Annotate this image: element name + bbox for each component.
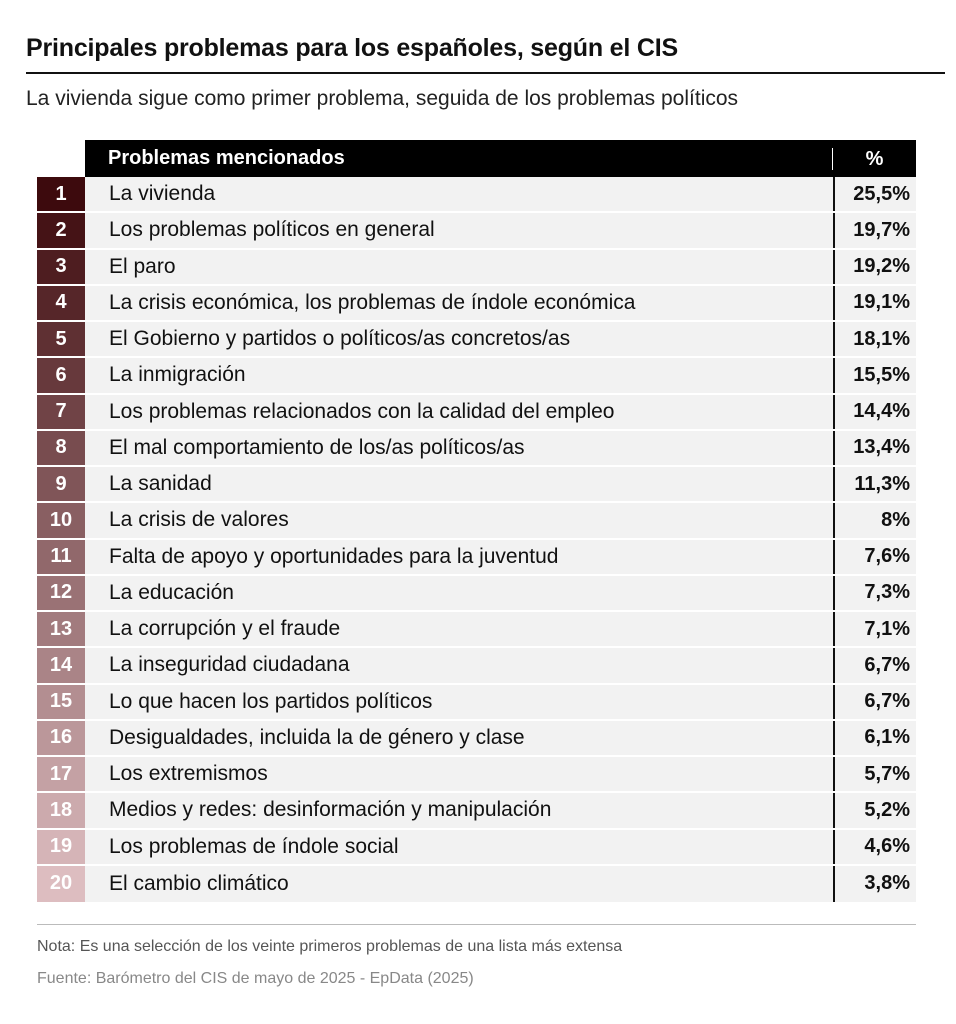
rank-badge: 6 xyxy=(37,358,85,393)
table-row: 11 Falta de apoyo y oportunidades para la… xyxy=(37,539,916,576)
problem-label: El Gobierno y partidos o políticos/as co… xyxy=(85,322,833,357)
problem-percent: 7,3% xyxy=(833,575,916,610)
rank-badge: 13 xyxy=(37,612,85,647)
rank-badge: 14 xyxy=(37,648,85,683)
rank-badge: 4 xyxy=(37,285,85,320)
problem-label: La crisis de valores xyxy=(85,503,833,538)
problem-label: La inmigración xyxy=(85,358,833,393)
problem-percent: 4,6% xyxy=(833,829,916,864)
rank-badge: 15 xyxy=(37,684,85,719)
rank-badge: 1 xyxy=(37,177,85,212)
page-title: Principales problemas para los españoles… xyxy=(26,34,678,62)
source: Fuente: Barómetro del CIS de mayo de 202… xyxy=(37,970,474,987)
subtitle: La vivienda sigue como primer problema, … xyxy=(26,87,739,110)
problem-label: La educación xyxy=(85,575,833,610)
table-row: 5 El Gobierno y partidos o políticos/as c… xyxy=(37,322,916,359)
problem-label: El paro xyxy=(85,249,833,284)
table-body: 1 La vivienda 25,5% 2 Los problemas político… xyxy=(37,177,916,902)
problem-label: La vivienda xyxy=(85,177,833,212)
problem-label: El mal comportamiento de los/as político… xyxy=(85,430,833,465)
rank-badge: 3 xyxy=(37,249,85,284)
problem-label: Lo que hacen los partidos políticos xyxy=(85,684,833,719)
table-row: 17 Los extremismos 5,7% xyxy=(37,757,916,794)
problem-label: Medios y redes: desinformación y manipul… xyxy=(85,793,833,828)
problem-label: La inseguridad ciudadana xyxy=(85,648,833,683)
rank-badge: 19 xyxy=(37,829,85,864)
table-row: 13 La corrupción y el fraude 7,1% xyxy=(37,612,916,649)
problem-label: La sanidad xyxy=(85,467,833,502)
table-row: 19 Los problemas de índole social 4,6% xyxy=(37,829,916,866)
rank-badge: 12 xyxy=(37,575,85,610)
problem-percent: 11,3% xyxy=(833,467,916,502)
table-row: 6 La inmigración 15,5% xyxy=(37,358,916,395)
table-row: 18 Medios y redes: desinformación y manip… xyxy=(37,793,916,830)
rank-badge: 8 xyxy=(37,430,85,465)
rank-badge: 10 xyxy=(37,503,85,538)
table-row: 20 El cambio climático 3,8% xyxy=(37,865,916,902)
problem-percent: 19,1% xyxy=(833,285,916,320)
rank-badge: 20 xyxy=(37,865,85,902)
problem-percent: 7,1% xyxy=(833,612,916,647)
problem-percent: 6,7% xyxy=(833,684,916,719)
table-row: 1 La vivienda 25,5% xyxy=(37,177,916,214)
rank-badge: 11 xyxy=(37,539,85,574)
rank-badge: 9 xyxy=(37,467,85,502)
problems-table: Problemas mencionados % 1 La vivienda 25,5… xyxy=(37,140,916,902)
rank-badge: 2 xyxy=(37,213,85,248)
problem-label: Desigualdades, incluida la de género y c… xyxy=(85,720,833,755)
problem-label: La corrupción y el fraude xyxy=(85,612,833,647)
problem-percent: 6,1% xyxy=(833,720,916,755)
table-row: 9 La sanidad 11,3% xyxy=(37,467,916,504)
problem-percent: 19,2% xyxy=(833,249,916,284)
rank-badge: 18 xyxy=(37,793,85,828)
rank-badge: 17 xyxy=(37,757,85,792)
problem-percent: 5,7% xyxy=(833,757,916,792)
problem-percent: 18,1% xyxy=(833,322,916,357)
problem-label: La crisis económica, los problemas de ín… xyxy=(85,285,833,320)
table-row: 10 La crisis de valores 8% xyxy=(37,503,916,540)
rank-badge: 16 xyxy=(37,720,85,755)
problem-label: Los extremismos xyxy=(85,757,833,792)
table-row: 16 Desigualdades, incluida la de género y… xyxy=(37,720,916,757)
problem-percent: 6,7% xyxy=(833,648,916,683)
problem-percent: 15,5% xyxy=(833,358,916,393)
table-row: 7 Los problemas relacionados con la calid… xyxy=(37,394,916,431)
problem-percent: 14,4% xyxy=(833,394,916,429)
problem-label: Los problemas de índole social xyxy=(85,829,833,864)
problem-percent: 3,8% xyxy=(833,865,916,902)
problem-label: El cambio climático xyxy=(85,865,833,902)
rank-badge: 5 xyxy=(37,322,85,357)
table-row: 3 El paro 19,2% xyxy=(37,249,916,286)
problem-label: Los problemas políticos en general xyxy=(85,213,833,248)
problem-percent: 7,6% xyxy=(833,539,916,574)
problem-label: Los problemas relacionados con la calida… xyxy=(85,394,833,429)
header-label: Problemas mencionados xyxy=(108,147,345,169)
header-value: % xyxy=(832,147,916,170)
table-row: 14 La inseguridad ciudadana 6,7% xyxy=(37,648,916,685)
table-row: 15 Lo que hacen los partidos políticos 6,7… xyxy=(37,684,916,721)
note: Nota: Es una selección de los veinte pri… xyxy=(37,938,623,955)
rank-badge: 7 xyxy=(37,394,85,429)
table-row: 2 Los problemas políticos en general 19,7% xyxy=(37,213,916,250)
problem-percent: 5,2% xyxy=(833,793,916,828)
footer-divider xyxy=(37,924,916,925)
title-divider xyxy=(26,72,945,74)
problem-percent: 8% xyxy=(833,503,916,538)
problem-percent: 13,4% xyxy=(833,430,916,465)
problem-label: Falta de apoyo y oportunidades para la j… xyxy=(85,539,833,574)
table-row: 4 La crisis económica, los problemas de í… xyxy=(37,285,916,322)
table-row: 8 El mal comportamiento de los/as polític… xyxy=(37,430,916,467)
problem-percent: 19,7% xyxy=(833,213,916,248)
table-header: Problemas mencionados % xyxy=(85,140,916,177)
problem-percent: 25,5% xyxy=(833,177,916,212)
table-row: 12 La educación 7,3% xyxy=(37,575,916,612)
